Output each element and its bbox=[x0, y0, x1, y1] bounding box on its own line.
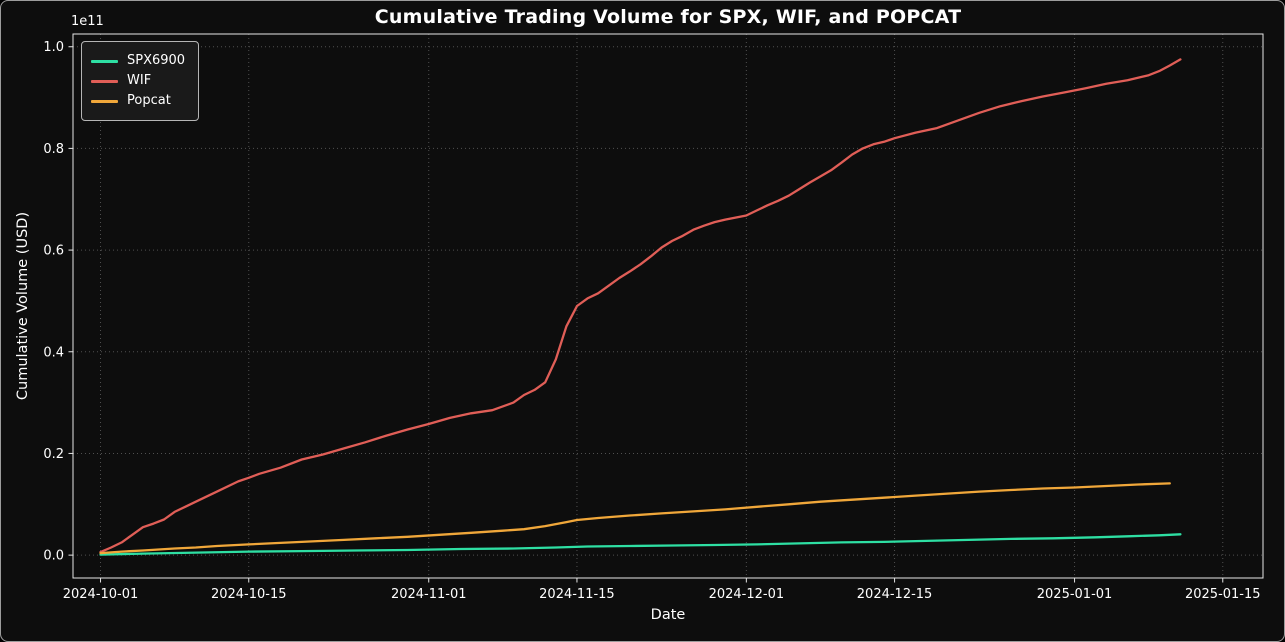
x-tick-label: 2025-01-01 bbox=[1037, 587, 1113, 602]
x-tick-labels: 2024-10-01 2024-10-15 2024-11-01 2024-11-15… bbox=[63, 587, 1261, 602]
legend-label: WIF bbox=[127, 73, 152, 88]
series-line-spx6900 bbox=[99, 533, 1182, 556]
x-tick-label: 2024-12-01 bbox=[709, 587, 785, 602]
y-axis-offset-label: 1e11 bbox=[71, 14, 104, 29]
axes-background bbox=[73, 34, 1263, 578]
series-line-popcat bbox=[99, 482, 1171, 555]
y-tick-labels: 0.0 0.2 0.4 0.6 0.8 1.0 bbox=[43, 40, 64, 563]
legend-swatch-spx6900 bbox=[91, 59, 118, 63]
legend-item-wif: WIF bbox=[91, 73, 185, 89]
y-tick-label: 1.0 bbox=[43, 40, 64, 55]
y-tick-label: 0.6 bbox=[43, 244, 64, 259]
y-tick-marks bbox=[68, 46, 73, 556]
legend-item-popcat: Popcat bbox=[91, 93, 185, 109]
x-tick-label: 2024-10-15 bbox=[211, 587, 287, 602]
x-tick-label: 2025-01-15 bbox=[1185, 587, 1261, 602]
legend-label: SPX6900 bbox=[127, 53, 186, 68]
x-tick-label: 2024-11-15 bbox=[539, 587, 615, 602]
legend-swatch-wif bbox=[91, 79, 118, 83]
y-tick-label: 0.4 bbox=[43, 345, 64, 360]
legend-item-spx6900: SPX6900 bbox=[91, 53, 185, 69]
legend: SPX6900 WIF Popcat bbox=[81, 41, 200, 121]
x-axis-label: Date bbox=[650, 607, 686, 623]
x-tick-label: 2024-12-15 bbox=[857, 587, 933, 602]
chart-title: Cumulative Trading Volume for SPX, WIF, … bbox=[374, 6, 962, 28]
legend-label: Popcat bbox=[127, 93, 171, 108]
x-tick-label: 2024-11-01 bbox=[391, 587, 467, 602]
x-tick-marks bbox=[100, 578, 1224, 583]
y-tick-label: 0.0 bbox=[43, 549, 64, 564]
y-tick-label: 0.2 bbox=[43, 447, 64, 462]
axes-spines bbox=[72, 33, 1264, 579]
y-tick-label: 0.8 bbox=[43, 142, 64, 157]
series-line-wif bbox=[99, 58, 1182, 554]
legend-swatch-popcat bbox=[91, 99, 118, 103]
x-tick-label: 2024-10-01 bbox=[63, 587, 139, 602]
